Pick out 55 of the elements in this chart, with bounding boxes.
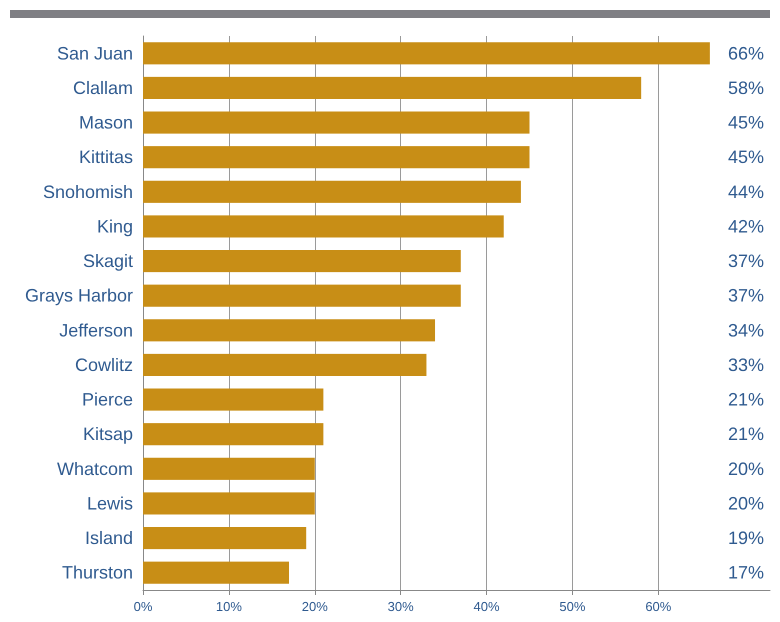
- data-label: 20%: [728, 493, 764, 514]
- bar: [143, 388, 324, 411]
- bar: [143, 42, 710, 64]
- y-tick-label: Kittitas: [78, 147, 133, 168]
- x-tick-label: 50%: [559, 599, 586, 614]
- bar: [143, 354, 426, 376]
- bar: [143, 492, 315, 515]
- y-tick-label: Snohomish: [42, 182, 133, 202]
- x-tick-label: 10%: [216, 599, 242, 614]
- y-tick-label: Lewis: [86, 493, 133, 514]
- bar: [143, 111, 530, 134]
- data-label: 66%: [728, 43, 764, 64]
- data-label: 17%: [728, 562, 764, 583]
- data-label: 37%: [728, 251, 764, 272]
- data-label: 44%: [728, 182, 764, 202]
- y-tick-label: Skagit: [82, 251, 133, 272]
- bar: [143, 76, 642, 100]
- y-tick-label: Kitsap: [82, 424, 133, 444]
- data-label: 45%: [728, 147, 764, 168]
- x-tick-label: 60%: [645, 599, 672, 614]
- x-tick-label: 0%: [134, 599, 153, 614]
- bar: [143, 458, 315, 480]
- y-tick-label: Jefferson: [59, 320, 133, 340]
- bar: [143, 526, 306, 550]
- data-label: 21%: [728, 390, 764, 410]
- x-tick-label: 40%: [474, 599, 500, 614]
- bar: [143, 319, 436, 342]
- y-tick-label: Pierce: [82, 390, 133, 410]
- y-tick-label: Thurston: [62, 562, 133, 583]
- bar: [143, 180, 521, 203]
- bar: [143, 423, 324, 446]
- data-label: 45%: [728, 112, 764, 133]
- data-label: 58%: [728, 78, 764, 98]
- x-tick-label: 30%: [388, 599, 414, 614]
- y-tick-label: Cowlitz: [74, 354, 133, 375]
- data-label: 37%: [728, 286, 764, 306]
- y-tick-label: Whatcom: [56, 458, 133, 479]
- y-tick-label: Clallam: [72, 78, 133, 98]
- data-label: 33%: [728, 354, 764, 375]
- x-tick-label: 20%: [302, 599, 328, 614]
- data-label: 20%: [728, 458, 764, 479]
- y-tick-label: Mason: [78, 112, 133, 133]
- bar: [143, 284, 461, 307]
- data-label: 21%: [728, 424, 764, 444]
- y-tick-label: Grays Harbor: [24, 286, 133, 306]
- bar: [143, 146, 530, 168]
- y-tick-label: King: [96, 216, 133, 236]
- bar: [143, 215, 504, 238]
- y-tick-label: Island: [84, 528, 133, 548]
- bar: [143, 562, 290, 584]
- data-label: 42%: [728, 216, 764, 236]
- data-label: 19%: [728, 528, 764, 548]
- y-tick-label: San Juan: [56, 43, 133, 64]
- data-label: 34%: [728, 320, 764, 340]
- bar: [143, 250, 461, 272]
